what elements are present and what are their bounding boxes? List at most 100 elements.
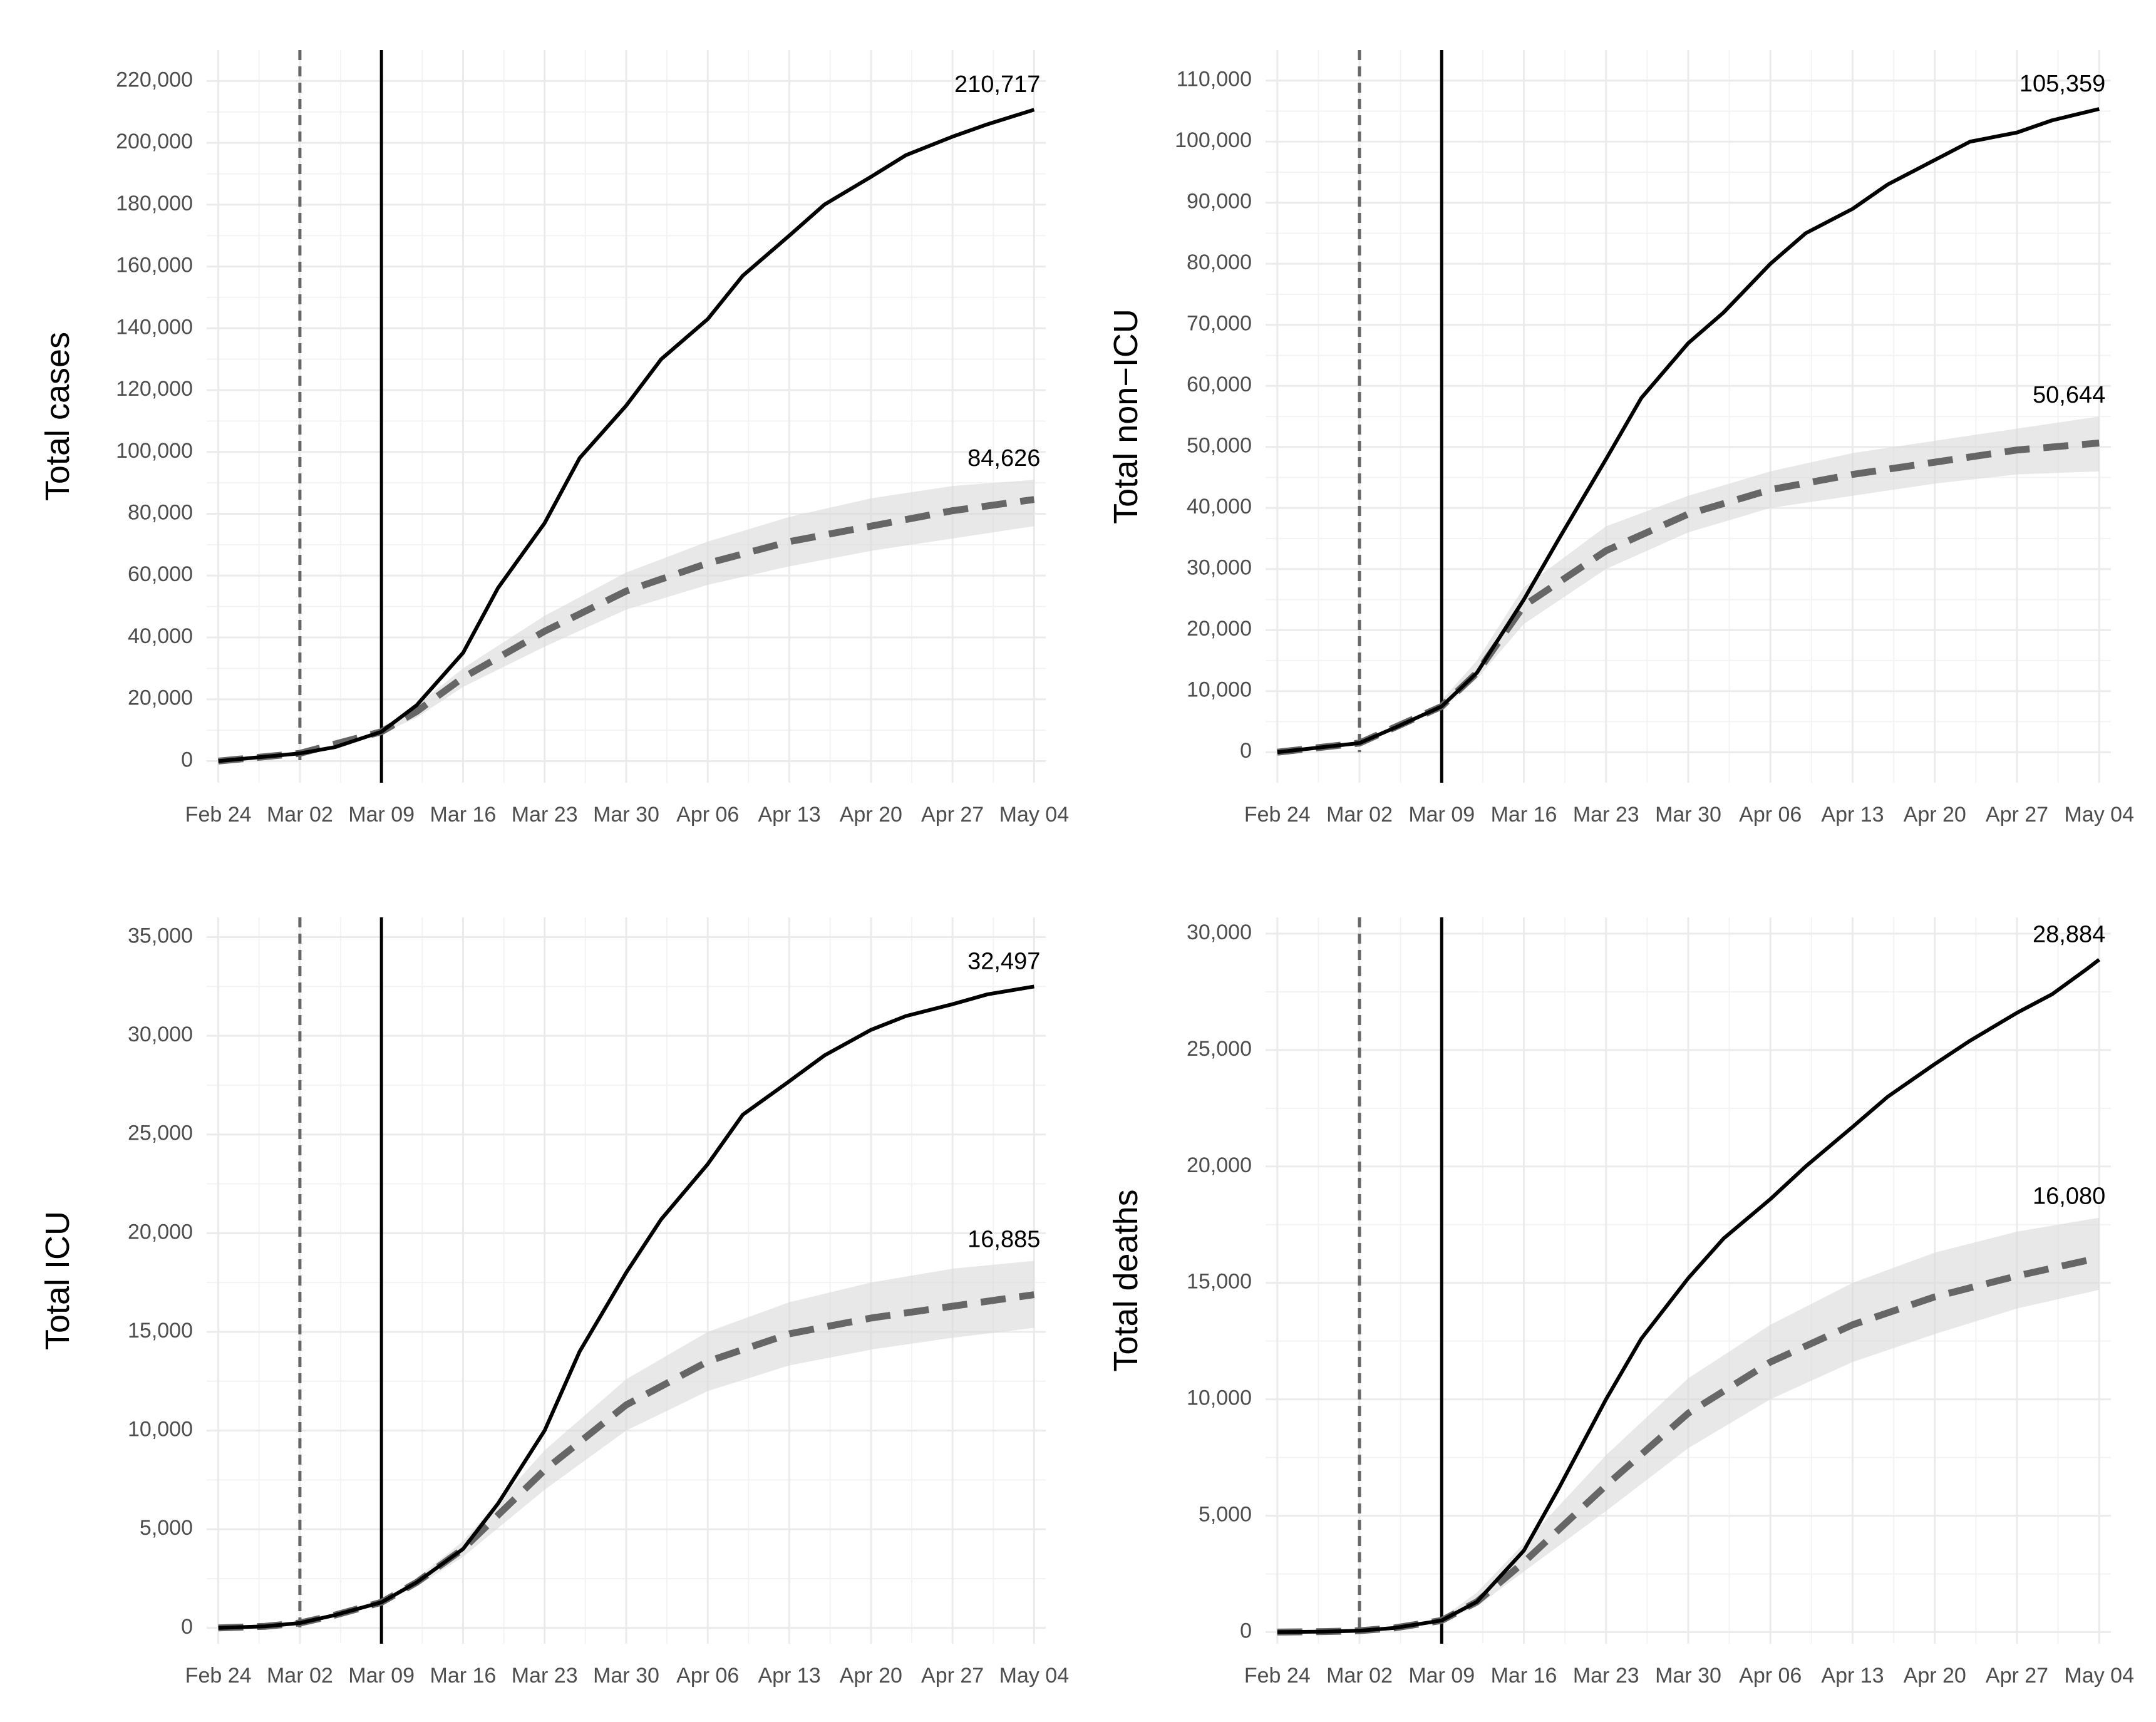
y-tick-label: 100,000: [116, 439, 193, 463]
y-tick-label: 40,000: [128, 624, 193, 648]
panel-total-non-icu: Feb 24 Mar 02 Mar 09 Mar 16 Mar 23 Mar 30 Apr …: [1107, 50, 2134, 827]
y-tick-label: 80,000: [128, 500, 193, 524]
x-tick-label: Mar 30: [593, 1664, 659, 1688]
y-axis: 0 5,000 10,000 15,000 20,000 25,000 30,000: [1187, 920, 1252, 1642]
y-axis: 0 20,000 40,000 60,000 80,000 100,000 120,000 1…: [116, 68, 193, 771]
x-tick-label: Feb 24: [185, 803, 252, 827]
y-tick-label: 120,000: [116, 377, 193, 401]
counterfactual-band: [1442, 1217, 2100, 1622]
y-tick-label: 60,000: [128, 562, 193, 586]
y-tick-label: 15,000: [1187, 1270, 1252, 1294]
x-tick-label: Feb 24: [1244, 1664, 1311, 1688]
x-tick-label: Apr 13: [758, 803, 820, 827]
y-axis-title: Total non−ICU: [1107, 309, 1145, 524]
x-tick-label: Apr 27: [1986, 1664, 2048, 1688]
y-tick-label: 10,000: [128, 1418, 193, 1441]
panel-total-icu: Feb 24 Mar 02 Mar 09 Mar 16 Mar 23 Mar 30 Apr …: [39, 917, 1069, 1688]
x-tick-label: Apr 27: [921, 803, 984, 827]
x-tick-label: Apr 13: [1821, 1664, 1884, 1688]
x-tick-label: Mar 09: [348, 1664, 415, 1688]
counterfactual-series-line: [218, 496, 1035, 765]
y-tick-label: 0: [181, 1615, 193, 1639]
y-tick-label: 80,000: [1187, 250, 1252, 274]
counterfactual-end-label: 16,885: [967, 1226, 1040, 1252]
y-axis-title: Total ICU: [39, 1211, 76, 1350]
x-tick-label: Mar 02: [267, 1664, 333, 1688]
y-tick-label: 20,000: [1187, 617, 1252, 641]
y-tick-label: 10,000: [1187, 1386, 1252, 1410]
x-tick-label: May 04: [999, 803, 1070, 827]
y-tick-label: 30,000: [1187, 920, 1252, 944]
x-tick-label: Mar 23: [1573, 1664, 1639, 1688]
y-axis-title: Total cases: [39, 332, 76, 501]
x-tick-label: Mar 23: [512, 803, 578, 827]
x-tick-label: Apr 06: [676, 803, 739, 827]
panel-total-cases: Feb 24 Mar 02 Mar 09 Mar 16 Mar 23 Mar 30 Apr …: [39, 50, 1069, 827]
x-tick-label: Apr 27: [1986, 803, 2048, 827]
observed-end-label: 32,497: [967, 948, 1040, 974]
y-tick-label: 90,000: [1187, 190, 1252, 214]
y-tick-label: 50,000: [1187, 434, 1252, 458]
observed-end-label: 105,359: [2019, 71, 2105, 97]
y-axis-title: Total deaths: [1107, 1189, 1145, 1371]
y-tick-label: 140,000: [116, 315, 193, 339]
x-tick-label: Mar 09: [1408, 1664, 1475, 1688]
x-axis: Feb 24 Mar 02 Mar 09 Mar 16 Mar 23 Mar 30 Apr …: [185, 803, 1069, 827]
x-tick-label: Feb 24: [185, 1664, 252, 1688]
y-tick-label: 0: [1240, 1619, 1252, 1642]
x-tick-label: Apr 20: [1904, 803, 1966, 827]
observed-series-line: [218, 108, 1035, 763]
counterfactual-band: [1442, 416, 2100, 709]
grid: [207, 917, 1046, 1644]
x-tick-label: Apr 06: [1739, 1664, 1802, 1688]
y-axis: 0 5,000 10,000 15,000 20,000 25,000 30,000 35,0…: [128, 924, 193, 1639]
x-tick-label: Mar 16: [430, 1664, 497, 1688]
y-tick-label: 30,000: [128, 1023, 193, 1046]
x-tick-label: Mar 16: [1491, 1664, 1557, 1688]
y-tick-label: 15,000: [128, 1319, 193, 1343]
counterfactual-band: [381, 1261, 1034, 1604]
y-tick-label: 20,000: [1187, 1153, 1252, 1177]
y-tick-label: 30,000: [1187, 556, 1252, 580]
x-axis: Feb 24 Mar 02 Mar 09 Mar 16 Mar 23 Mar 30 Apr …: [185, 1664, 1069, 1688]
y-tick-label: 180,000: [116, 192, 193, 215]
counterfactual-band: [381, 480, 1034, 734]
y-tick-label: 200,000: [116, 130, 193, 153]
x-tick-label: Mar 02: [1326, 1664, 1393, 1688]
x-tick-label: Apr 20: [1904, 1664, 1966, 1688]
y-tick-label: 220,000: [116, 68, 193, 91]
observed-series-line: [1277, 107, 2100, 755]
x-axis: Feb 24 Mar 02 Mar 09 Mar 16 Mar 23 Mar 30 Apr …: [1244, 803, 2134, 827]
grid: [207, 50, 1046, 783]
y-tick-label: 160,000: [116, 254, 193, 277]
panel-total-deaths: Feb 24 Mar 02 Mar 09 Mar 16 Mar 23 Mar 30 Apr …: [1107, 917, 2134, 1688]
observed-series-line: [218, 984, 1034, 1630]
y-tick-label: 0: [1240, 739, 1252, 763]
counterfactual-end-label: 84,626: [967, 445, 1040, 472]
y-tick-label: 40,000: [1187, 495, 1252, 518]
x-tick-label: Apr 13: [758, 1664, 820, 1688]
x-tick-label: Apr 06: [676, 1664, 739, 1688]
y-tick-label: 20,000: [128, 686, 193, 710]
y-tick-label: 70,000: [1187, 312, 1252, 336]
x-tick-label: Mar 02: [267, 803, 333, 827]
x-tick-label: Mar 30: [1655, 1664, 1721, 1688]
y-tick-label: 20,000: [128, 1220, 193, 1244]
x-tick-label: Mar 30: [1655, 803, 1721, 827]
x-tick-label: Mar 23: [512, 1664, 578, 1688]
y-tick-label: 100,000: [1175, 128, 1252, 152]
x-tick-label: Mar 30: [593, 803, 659, 827]
y-tick-label: 60,000: [1187, 373, 1252, 396]
x-tick-label: Apr 27: [921, 1664, 984, 1688]
x-tick-label: Mar 02: [1326, 803, 1393, 827]
y-tick-label: 0: [181, 748, 193, 771]
y-tick-label: 5,000: [1199, 1502, 1252, 1526]
y-tick-label: 25,000: [1187, 1037, 1252, 1061]
y-axis: 0 10,000 20,000 30,000 40,000 50,000 60,000 70,…: [1175, 68, 1252, 763]
y-tick-label: 35,000: [128, 924, 193, 948]
x-tick-label: Mar 09: [1408, 803, 1475, 827]
x-tick-label: Apr 20: [840, 1664, 902, 1688]
y-tick-label: 110,000: [1177, 68, 1252, 91]
x-tick-label: Mar 16: [1491, 803, 1557, 827]
